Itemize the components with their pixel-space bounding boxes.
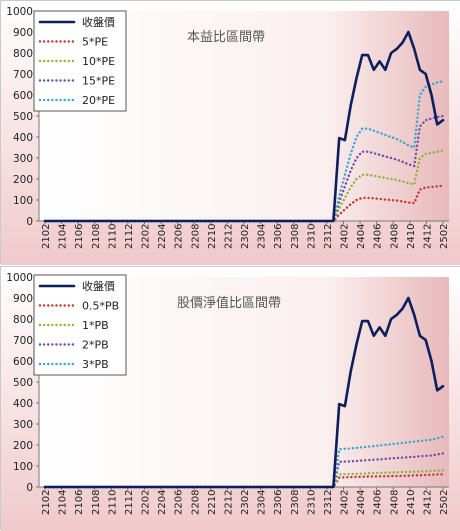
y-tick-label: 200 <box>13 440 33 452</box>
x-tick-label: 2304 <box>257 490 268 515</box>
legend-label: 20*PE <box>82 94 115 107</box>
y-tick-label: 400 <box>13 398 33 410</box>
x-tick-label: 2406 <box>373 490 384 515</box>
y-tick-label: 100 <box>13 195 33 207</box>
x-tick-label: 2106 <box>74 490 85 515</box>
y-tick-label: 0 <box>26 216 33 228</box>
pb-band-chart-panel: 0 100 200 300 400 500 600 700 800 900 1000 2102 2104… <box>0 266 460 531</box>
x-tick-label: 2308 <box>290 490 301 515</box>
x-tick-label: 2106 <box>74 224 85 249</box>
x-tick-label: 2502 <box>439 490 450 515</box>
y-tick-label: 800 <box>13 48 33 60</box>
x-tick-label: 2204 <box>157 224 168 249</box>
x-tick-label: 2406 <box>373 224 384 249</box>
y-tick-label: 700 <box>13 335 33 347</box>
x-tick-label: 2206 <box>174 224 185 249</box>
series-line-0 <box>43 30 445 223</box>
x-tick-label: 2412 <box>422 224 433 249</box>
x-tick-label: 2302 <box>240 224 251 249</box>
y-tick-label: 700 <box>13 69 33 81</box>
x-tick-label: 2208 <box>190 224 201 249</box>
x-tick-label: 2110 <box>107 224 118 249</box>
y-tick-label: 600 <box>13 90 33 102</box>
x-tick-label: 2306 <box>273 490 284 515</box>
x-tick-label: 2202 <box>141 490 152 515</box>
y-tick-label: 600 <box>13 356 33 368</box>
x-tick-label: 2206 <box>174 490 185 515</box>
x-tick-label: 2412 <box>422 490 433 515</box>
x-tick-label: 2310 <box>306 490 317 515</box>
y-tick-label: 800 <box>13 314 33 326</box>
legend-label: 收盤價 <box>82 15 115 29</box>
legend-label: 收盤價 <box>82 279 115 293</box>
x-tick-label: 2110 <box>107 490 118 515</box>
pb-band-chart: 0 100 200 300 400 500 600 700 800 900 1000 2102 2104… <box>1 267 460 531</box>
x-tick-label: 2104 <box>58 224 69 249</box>
y-tick-label: 0 <box>26 482 33 494</box>
chart-title: 股價淨值比區間帶 <box>177 295 281 311</box>
x-tick-label: 2202 <box>141 224 152 249</box>
x-tick-label: 2310 <box>306 224 317 249</box>
y-tick-label: 100 <box>13 461 33 473</box>
x-tick-label: 2210 <box>207 490 218 515</box>
x-tick-label: 2404 <box>356 490 367 515</box>
y-tick-label: 300 <box>13 419 33 431</box>
legend-label: 15*PE <box>82 75 115 88</box>
legend-label: 10*PE <box>82 55 115 68</box>
chart-title: 本益比區間帶 <box>187 30 265 45</box>
x-tick-label: 2402 <box>340 224 351 249</box>
y-tick-label: 500 <box>13 111 33 123</box>
x-tick-label: 2212 <box>223 224 234 249</box>
legend-label: 2*PB <box>82 339 109 352</box>
x-tick-label: 2112 <box>124 490 135 515</box>
x-tick-label: 2408 <box>389 490 400 515</box>
x-tick-label: 2204 <box>157 490 168 515</box>
y-tick-label: 500 <box>13 377 33 389</box>
y-tick-label: 1000 <box>6 272 33 284</box>
series-line-0 <box>43 296 445 489</box>
legend-label: 0.5*PB <box>82 300 119 313</box>
legend-label: 5*PE <box>82 36 108 49</box>
x-tick-label: 2306 <box>273 224 284 249</box>
x-tick-label: 2104 <box>58 490 69 515</box>
x-tick-label: 2302 <box>240 490 251 515</box>
legend-label: 3*PB <box>82 358 109 371</box>
x-tick-label: 2312 <box>323 224 334 249</box>
y-tick-label: 200 <box>13 174 33 186</box>
x-tick-label: 2102 <box>41 490 52 515</box>
y-tick-label: 300 <box>13 153 33 165</box>
x-tick-label: 2212 <box>223 490 234 515</box>
x-tick-label: 2304 <box>257 224 268 249</box>
x-tick-label: 2112 <box>124 224 135 249</box>
y-tick-label: 900 <box>13 293 33 305</box>
legend-label: 1*PB <box>82 319 109 332</box>
y-tick-label: 1000 <box>6 6 33 18</box>
x-tick-label: 2312 <box>323 490 334 515</box>
pe-band-chart-panel: 0 100 200 300 400 500 600 700 800 900 1000 2102 2104… <box>0 0 460 265</box>
x-tick-label: 2404 <box>356 224 367 249</box>
y-tick-label: 400 <box>13 132 33 144</box>
x-tick-label: 2108 <box>91 224 102 249</box>
x-tick-label: 2502 <box>439 224 450 249</box>
x-tick-label: 2208 <box>190 490 201 515</box>
y-tick-label: 900 <box>13 27 33 39</box>
x-tick-label: 2102 <box>41 224 52 249</box>
x-tick-label: 2402 <box>340 490 351 515</box>
x-tick-label: 2408 <box>389 224 400 249</box>
pe-band-chart: 0 100 200 300 400 500 600 700 800 900 1000 2102 2104… <box>1 1 460 265</box>
x-tick-label: 2308 <box>290 224 301 249</box>
x-tick-label: 2108 <box>91 490 102 515</box>
x-tick-label: 2410 <box>406 224 417 249</box>
x-tick-label: 2210 <box>207 224 218 249</box>
x-tick-label: 2410 <box>406 490 417 515</box>
